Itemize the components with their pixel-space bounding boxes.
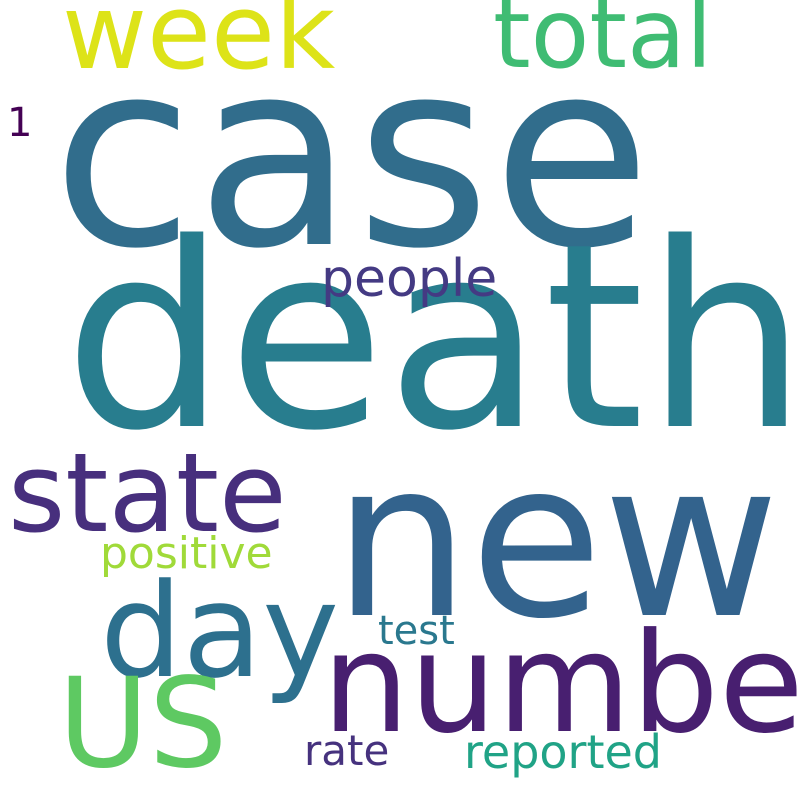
word-people: people — [321, 249, 498, 309]
word-new: new — [333, 415, 780, 666]
word-state: state — [8, 429, 287, 557]
word-total: total — [493, 0, 713, 90]
word-week: week — [62, 0, 336, 93]
word-test: test — [378, 608, 455, 654]
word-positive: positive — [100, 528, 273, 579]
word-1: 1 — [7, 100, 33, 146]
word-case: case — [52, 5, 654, 305]
word-day: day — [100, 555, 340, 707]
word-us: US — [58, 652, 228, 796]
word-reported: reported — [464, 725, 662, 779]
word-rate: rate — [304, 726, 390, 775]
word-number: number — [322, 603, 800, 764]
word-death: death — [64, 189, 800, 487]
